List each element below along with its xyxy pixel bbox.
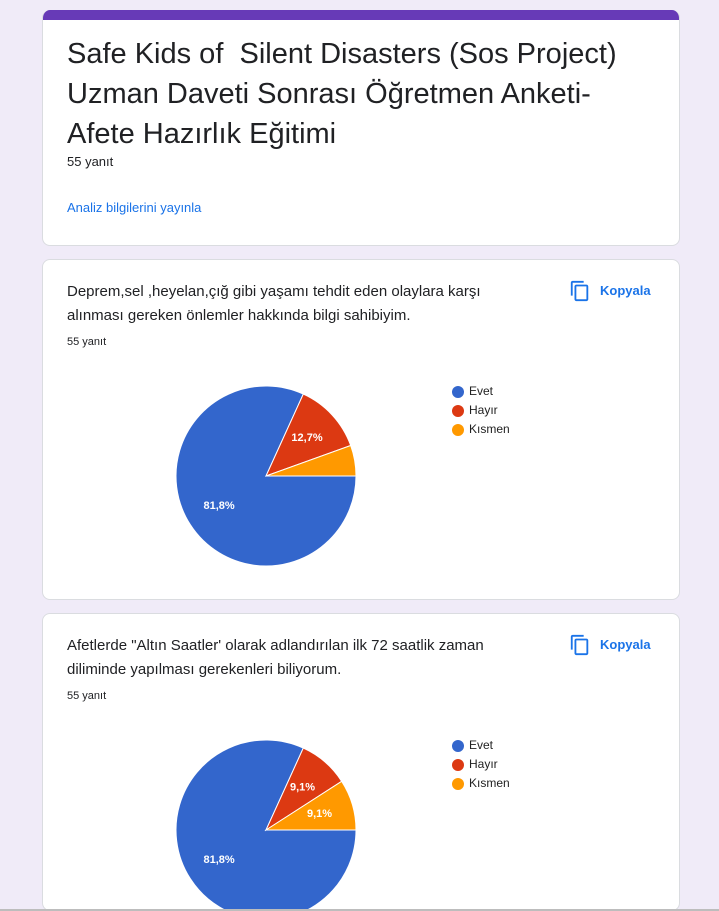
legend-dot [452,759,464,771]
legend-dot [452,740,464,752]
response-count: 55 yanıt [67,336,107,348]
pie-slice [265,444,357,477]
pie-chart: 81,8% 12,7% Evet Hayır Kısmen [175,384,510,567]
form-title: Safe Kids of Silent Disasters (Sos Proje… [67,38,625,150]
copy-label[interactable]: Kopyala [600,283,651,298]
pie-slice [265,393,352,477]
copy-icon[interactable] [569,280,591,302]
copy-label[interactable]: Kopyala [600,637,651,652]
copy-button[interactable]: Kopyala [569,278,669,304]
legend-dot [452,424,464,436]
question-text: Afetlerde "Altın Saatler' olarak adlandı… [67,637,484,678]
header-bar [43,10,679,20]
publish-link[interactable]: Analiz bilgilerini yayınla [67,200,202,215]
legend-label: Kısmen [469,422,510,436]
copy-button[interactable]: Kopyala [569,632,669,658]
copy-icon[interactable] [569,634,591,656]
legend-dot [452,405,464,417]
slice-label: 9,1% [290,782,315,794]
pie-chart: 81,8% 9,1% 9,1% Evet Hayır Kısmen [175,738,510,910]
legend-label: Evet [469,384,494,398]
question-card: Afetlerde "Altın Saatler' olarak adlandı… [42,613,680,911]
copy-glyph [570,634,589,656]
legend-label: Hayır [469,757,498,771]
legend-label: Evet [469,738,494,752]
legend-label: Kısmen [469,776,510,790]
response-count: 55 yanıt [67,154,114,169]
question-text: Deprem,sel ,heyelan,çığ gibi yaşamı tehd… [67,283,481,324]
legend-label: Hayır [469,403,498,417]
legend-dot [452,778,464,790]
question-card: Deprem,sel ,heyelan,çığ gibi yaşamı tehd… [42,259,680,600]
legend-dot [452,386,464,398]
slice-label: 12,7% [291,432,322,444]
copy-glyph [570,280,589,302]
bottom-rule [0,909,719,911]
pie-slice [175,739,357,910]
pie-slice [264,780,357,831]
slice-label: 81,8% [203,500,234,512]
response-count: 55 yanıt [67,690,107,702]
header-card: Safe Kids of Silent Disasters (Sos Proje… [42,10,680,246]
slice-label: 81,8% [203,854,234,866]
slice-label: 9,1% [307,808,332,820]
